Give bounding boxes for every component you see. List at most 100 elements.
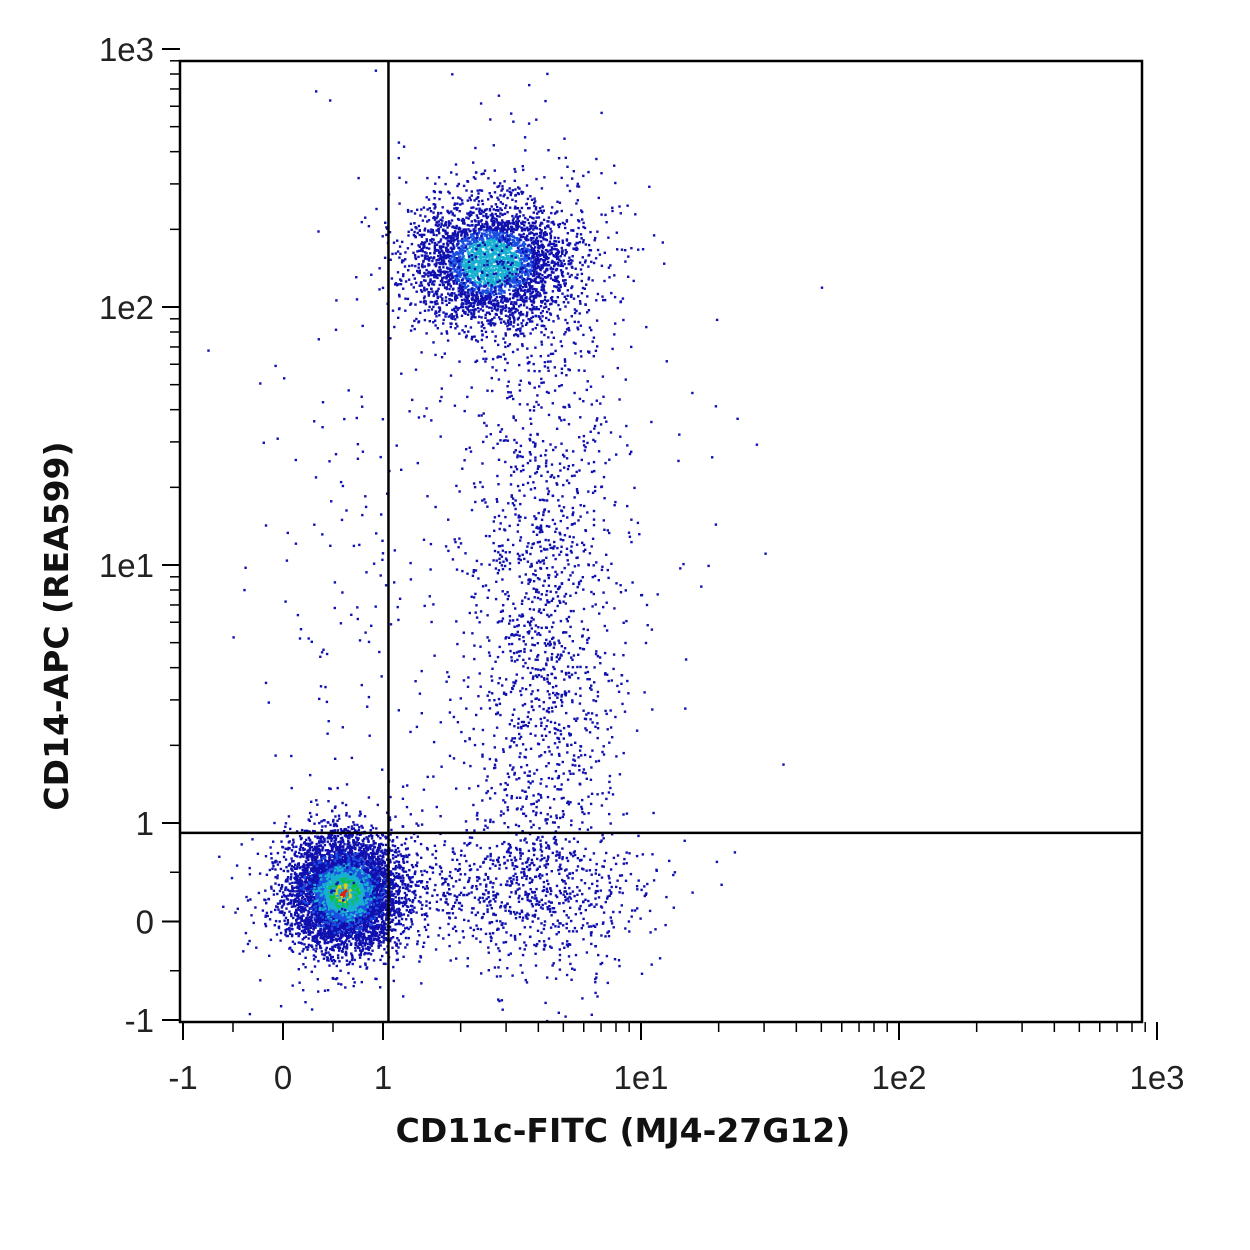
event-dot	[344, 849, 347, 852]
event-dot	[336, 896, 340, 899]
event-dot	[331, 833, 334, 837]
event-dot	[294, 854, 297, 858]
event-dot	[299, 884, 302, 888]
event-dot	[289, 924, 292, 927]
event-dot	[343, 888, 346, 892]
event-dot	[365, 878, 368, 881]
event-dot	[362, 863, 365, 866]
event-dot	[330, 930, 334, 933]
event-dot	[277, 883, 281, 887]
event-dot	[332, 962, 335, 965]
event-dot	[454, 868, 457, 871]
event-dot	[333, 862, 336, 865]
event-dot	[383, 870, 387, 873]
event-dot	[405, 909, 408, 912]
event-dot	[366, 848, 369, 852]
event-dot	[326, 910, 329, 913]
event-dot	[288, 947, 291, 950]
event-dot	[290, 873, 293, 876]
event-dot	[363, 936, 367, 939]
event-dot	[301, 865, 305, 868]
event-dot	[375, 917, 378, 921]
event-dot	[321, 900, 324, 903]
event-dot	[325, 919, 328, 922]
event-dot	[364, 941, 368, 945]
event-dot	[336, 847, 340, 850]
event-dot	[318, 836, 321, 840]
event-dot	[377, 939, 380, 942]
event-dot	[267, 897, 270, 901]
event-dot	[348, 940, 351, 943]
event-dot	[301, 919, 305, 922]
event-dot	[351, 887, 354, 890]
event-dot	[343, 885, 346, 888]
event-dot	[374, 870, 377, 873]
event-dot	[398, 867, 402, 870]
event-dot	[342, 871, 345, 874]
event-dot	[355, 883, 358, 886]
event-dot	[315, 896, 318, 899]
event-dot	[283, 919, 286, 922]
event-dot	[302, 855, 305, 858]
event-dot	[291, 928, 294, 931]
event-dot	[350, 930, 353, 934]
event-dot	[276, 874, 279, 877]
event-dot	[305, 872, 309, 875]
event-dot	[360, 849, 363, 853]
event-dot	[337, 873, 341, 876]
event-dot	[307, 844, 310, 847]
event-dot	[376, 873, 379, 876]
event-dot	[329, 940, 332, 943]
event-dot	[321, 905, 325, 909]
event-dot	[270, 857, 273, 860]
event-dot	[345, 847, 348, 851]
event-dot	[290, 885, 294, 888]
event-dot	[280, 840, 283, 843]
event-dot	[288, 929, 292, 933]
event-dot	[273, 861, 277, 864]
event-dot	[347, 843, 350, 846]
event-dot	[336, 834, 340, 838]
event-dot	[373, 916, 376, 919]
event-dot	[300, 836, 303, 840]
event-dot	[374, 904, 377, 907]
event-dot	[319, 896, 322, 899]
event-dot	[349, 899, 353, 903]
event-dot	[363, 942, 366, 945]
event-dot	[305, 870, 308, 873]
event-dot	[301, 938, 304, 941]
event-dot	[327, 941, 330, 944]
event-dot	[365, 860, 368, 863]
event-dot	[337, 887, 340, 890]
event-dot	[362, 855, 365, 858]
event-dot	[299, 855, 302, 859]
event-dot	[354, 943, 357, 946]
event-dot	[317, 892, 320, 896]
event-dot	[323, 933, 327, 936]
event-dot	[312, 896, 316, 899]
event-dot	[374, 887, 378, 890]
event-dot	[373, 910, 376, 913]
event-dot	[336, 954, 340, 957]
event-dot	[275, 905, 278, 908]
event-dot	[350, 958, 354, 962]
event-dot	[309, 855, 312, 858]
event-dot	[325, 946, 328, 950]
event-dot	[309, 922, 312, 926]
event-dot	[323, 908, 326, 912]
event-dot	[398, 886, 402, 889]
event-dot	[344, 933, 348, 936]
event-dot	[322, 895, 325, 898]
event-dot	[340, 940, 343, 943]
event-dot	[381, 849, 384, 852]
event-dot	[307, 937, 310, 940]
event-dot	[393, 911, 396, 914]
event-dot	[368, 896, 372, 899]
event-dot	[334, 915, 338, 918]
event-dot	[289, 932, 292, 935]
event-dot	[324, 825, 327, 828]
event-dot	[329, 833, 333, 836]
event-dot	[264, 924, 268, 928]
event-dot	[391, 854, 395, 857]
event-dot	[368, 844, 371, 847]
